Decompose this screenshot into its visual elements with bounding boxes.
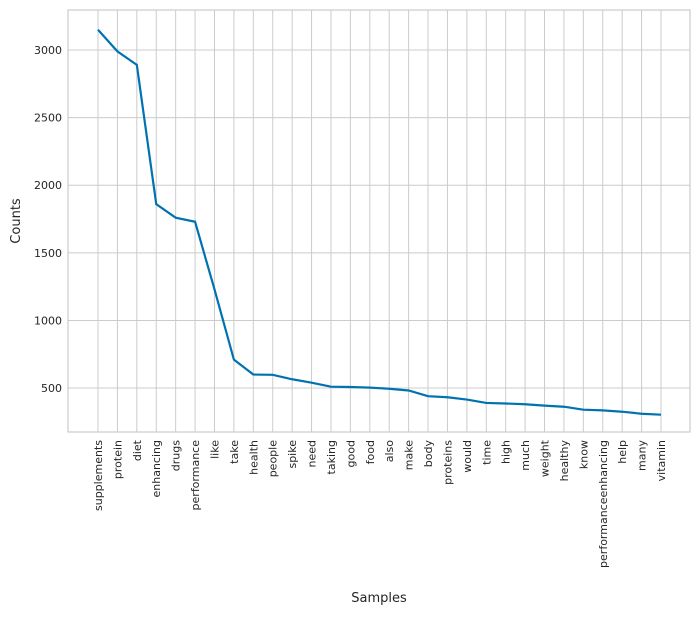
x-tick-label: make <box>403 440 416 470</box>
x-tick-label: performanceenhancing <box>597 440 610 568</box>
plot-frame <box>67 9 691 433</box>
x-tick-label: many <box>636 440 649 471</box>
x-tick-label: performance <box>189 440 202 511</box>
y-tick-label: 1500 <box>34 247 62 260</box>
x-tick-label: drugs <box>170 440 183 471</box>
x-tick-label: good <box>344 440 357 467</box>
data-line <box>97 29 662 416</box>
x-tick-label: also <box>383 440 396 463</box>
x-tick-label: weight <box>539 439 552 477</box>
x-tick-label: supplements <box>92 440 105 511</box>
y-tick-label: 2500 <box>34 112 62 125</box>
x-tick-label: know <box>577 440 590 469</box>
x-tick-label: protein <box>111 440 124 479</box>
x-tick-label: proteins <box>441 440 454 485</box>
x-tick-label: health <box>247 440 260 475</box>
x-tick-label: would <box>461 440 474 473</box>
x-tick-label: spike <box>286 440 299 469</box>
x-tick-label: diet <box>131 439 144 461</box>
y-tick-label: 2000 <box>34 179 62 192</box>
x-tick-label: take <box>228 440 241 464</box>
x-tick-label: vitamin <box>655 440 668 481</box>
x-tick-label: food <box>364 440 377 464</box>
x-tick-label: high <box>500 440 513 464</box>
y-axis-label: Counts <box>9 198 24 244</box>
x-tick-label: need <box>306 440 319 468</box>
y-tick-label: 500 <box>41 382 62 395</box>
y-tick-label: 3000 <box>34 44 62 57</box>
x-tick-label: like <box>208 440 221 459</box>
y-tick-label: 1000 <box>34 314 62 327</box>
x-axis-label: Samples <box>351 591 407 606</box>
x-tick-label: help <box>616 440 629 464</box>
x-tick-label: body <box>422 440 435 468</box>
x-tick-label: time <box>480 440 493 465</box>
x-tick-label: healthy <box>558 440 571 482</box>
x-tick-label: taking <box>325 440 338 474</box>
x-tick-label: enhancing <box>150 440 163 497</box>
x-tick-label: people <box>267 440 280 478</box>
x-tick-label: much <box>519 440 532 471</box>
